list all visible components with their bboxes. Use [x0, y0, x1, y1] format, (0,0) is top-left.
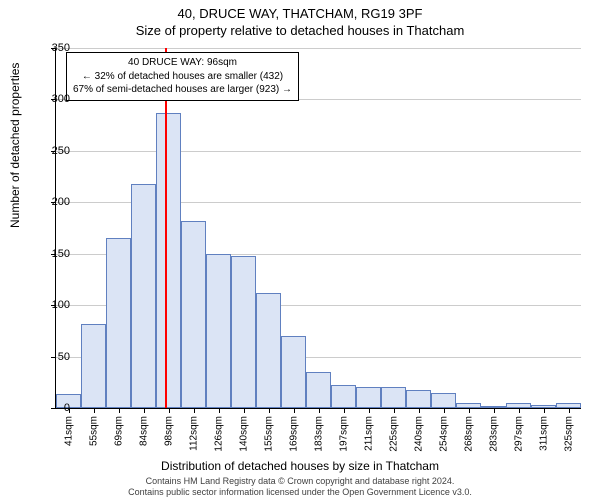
- x-tick-mark: [144, 408, 145, 413]
- histogram-bar: [181, 221, 206, 408]
- x-tick-label: 211sqm: [363, 416, 374, 451]
- x-tick-mark: [394, 408, 395, 413]
- x-tick-mark: [419, 408, 420, 413]
- x-tick-label: 84sqm: [138, 416, 149, 446]
- footer-line1: Contains HM Land Registry data © Crown c…: [0, 476, 600, 487]
- grid-line: [56, 151, 581, 152]
- x-tick-mark: [269, 408, 270, 413]
- y-tick-label: 350: [30, 42, 70, 54]
- histogram-bar: [406, 390, 431, 409]
- x-tick-label: 69sqm: [113, 416, 124, 446]
- x-tick-mark: [494, 408, 495, 413]
- footer-line2: Contains public sector information licen…: [0, 487, 600, 498]
- page-title-subtitle: Size of property relative to detached ho…: [0, 21, 600, 38]
- histogram-bar: [281, 336, 306, 408]
- x-tick-mark: [519, 408, 520, 413]
- x-tick-mark: [194, 408, 195, 413]
- histogram-bar: [356, 387, 381, 408]
- histogram-bar: [231, 256, 256, 408]
- x-tick-mark: [319, 408, 320, 413]
- x-tick-label: 268sqm: [463, 416, 474, 452]
- x-tick-mark: [119, 408, 120, 413]
- x-tick-label: 254sqm: [438, 416, 449, 452]
- x-tick-label: 240sqm: [413, 416, 424, 452]
- histogram-bar: [206, 254, 231, 408]
- y-tick-label: 250: [30, 145, 70, 157]
- y-tick-label: 300: [30, 93, 70, 105]
- y-axis-label: Number of detached properties: [8, 63, 22, 228]
- histogram-bar: [81, 324, 106, 408]
- x-tick-label: 325sqm: [563, 416, 574, 452]
- annotation-box: 40 DRUCE WAY: 96sqm← 32% of detached hou…: [66, 52, 299, 101]
- histogram-chart: 41sqm55sqm69sqm84sqm98sqm112sqm126sqm140…: [55, 48, 581, 409]
- x-tick-label: 197sqm: [338, 416, 349, 452]
- histogram-bar: [381, 387, 406, 408]
- x-tick-label: 112sqm: [188, 416, 199, 451]
- x-tick-mark: [244, 408, 245, 413]
- x-tick-label: 311sqm: [538, 416, 549, 451]
- histogram-bar: [306, 372, 331, 408]
- x-tick-label: 169sqm: [288, 416, 299, 452]
- histogram-bar: [131, 184, 156, 408]
- y-tick-label: 100: [30, 299, 70, 311]
- x-tick-mark: [544, 408, 545, 413]
- x-tick-label: 297sqm: [513, 416, 524, 452]
- x-axis-label: Distribution of detached houses by size …: [0, 459, 600, 473]
- x-tick-label: 183sqm: [313, 416, 324, 452]
- x-tick-label: 55sqm: [88, 416, 99, 446]
- histogram-bar: [106, 238, 131, 408]
- x-tick-mark: [344, 408, 345, 413]
- histogram-bar: [331, 385, 356, 408]
- x-tick-label: 283sqm: [488, 416, 499, 452]
- x-tick-label: 140sqm: [238, 416, 249, 452]
- histogram-bar: [431, 393, 456, 408]
- x-tick-mark: [469, 408, 470, 413]
- y-tick-label: 150: [30, 248, 70, 260]
- x-tick-mark: [219, 408, 220, 413]
- x-tick-mark: [444, 408, 445, 413]
- x-tick-label: 41sqm: [63, 416, 74, 446]
- histogram-bar: [256, 293, 281, 408]
- y-tick-label: 200: [30, 196, 70, 208]
- x-tick-label: 155sqm: [263, 416, 274, 452]
- y-tick-label: 0: [30, 402, 70, 414]
- grid-line: [56, 48, 581, 49]
- y-tick-label: 50: [30, 351, 70, 363]
- footer-attribution: Contains HM Land Registry data © Crown c…: [0, 476, 600, 498]
- x-tick-label: 98sqm: [163, 416, 174, 446]
- annotation-line: ← 32% of detached houses are smaller (43…: [73, 70, 292, 84]
- x-tick-label: 225sqm: [388, 416, 399, 452]
- x-tick-mark: [294, 408, 295, 413]
- histogram-bar: [156, 113, 181, 408]
- annotation-line: 40 DRUCE WAY: 96sqm: [73, 56, 292, 70]
- x-tick-mark: [169, 408, 170, 413]
- x-tick-label: 126sqm: [213, 416, 224, 452]
- x-tick-mark: [369, 408, 370, 413]
- x-tick-mark: [94, 408, 95, 413]
- x-tick-mark: [569, 408, 570, 413]
- page-title-address: 40, DRUCE WAY, THATCHAM, RG19 3PF: [0, 0, 600, 21]
- annotation-line: 67% of semi-detached houses are larger (…: [73, 83, 292, 97]
- subject-marker-line: [165, 48, 167, 408]
